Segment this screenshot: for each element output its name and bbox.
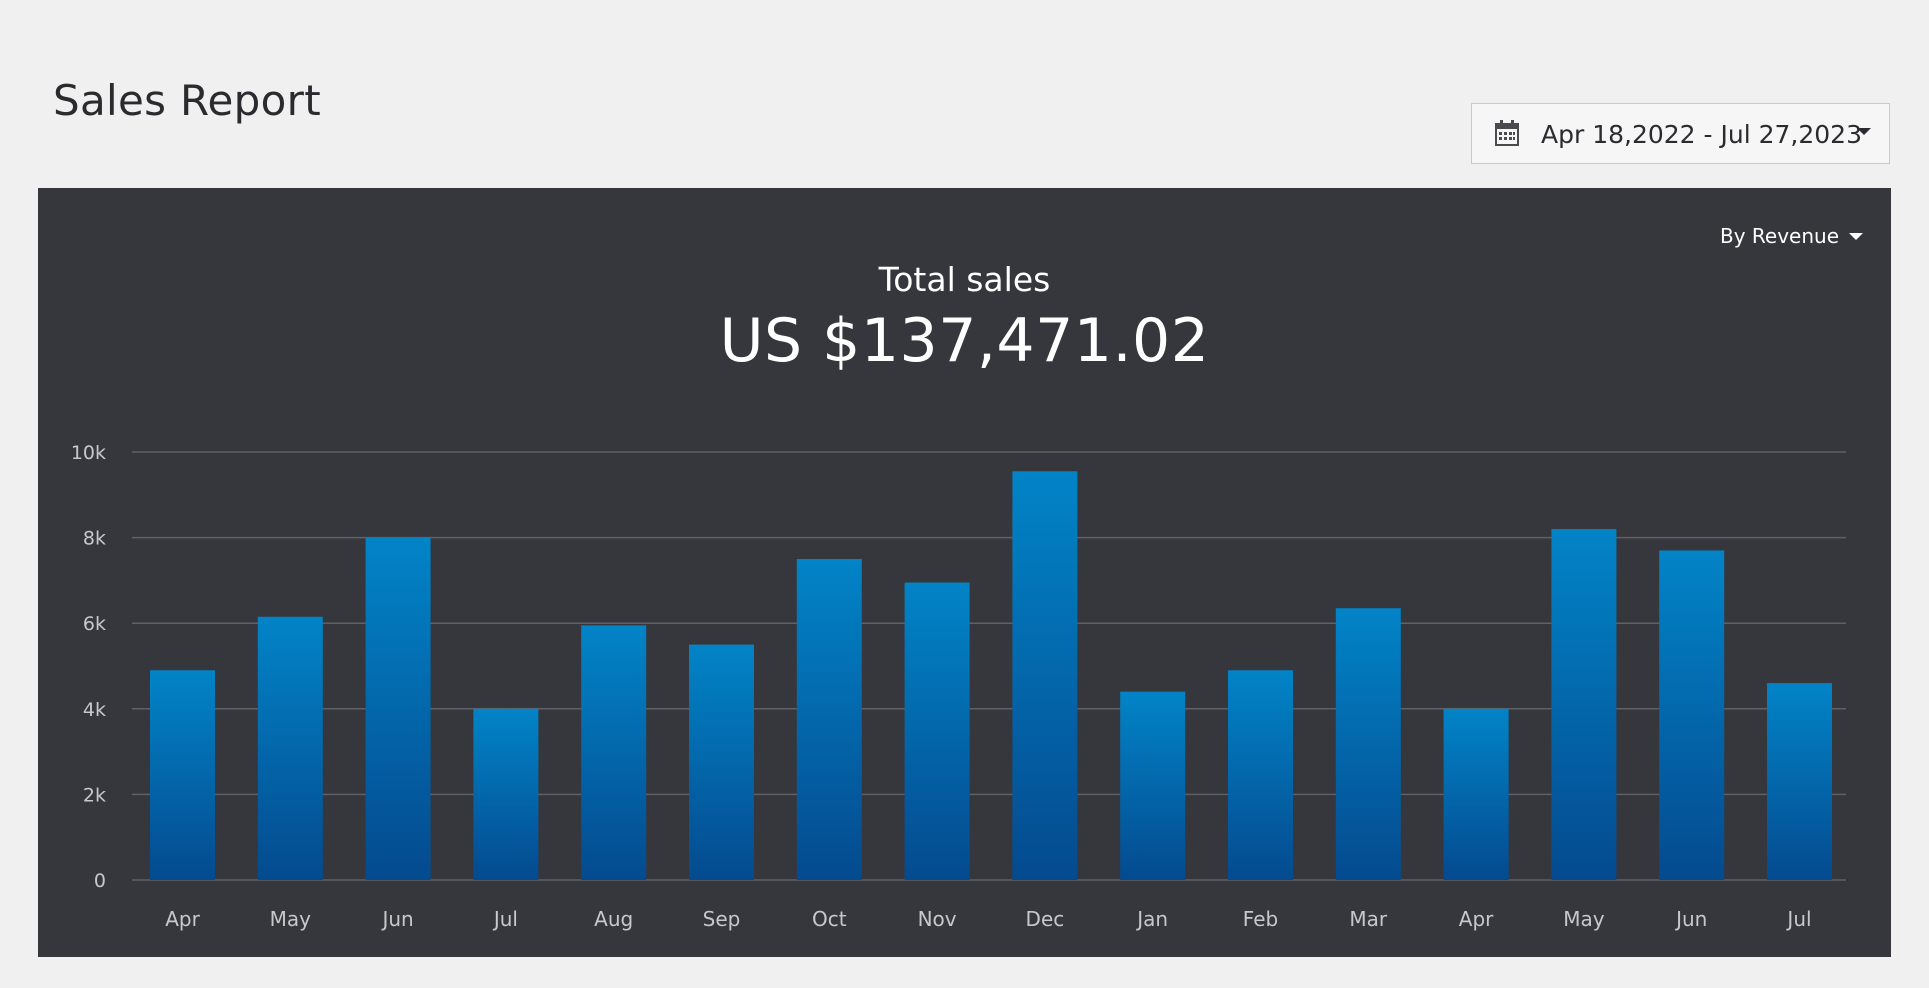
bar-chart: 0 2k 4k 6k 8k 10k Apr May Jun Jul Aug Sep Oct Nov Dec… <box>71 442 1846 931</box>
y-axis-ticks: 0 2k 4k 6k 8k 10k <box>71 442 106 892</box>
y-tick-label: 6k <box>83 613 106 635</box>
date-range-picker[interactable]: Apr 18,2022 - Jul 27,2023 <box>1471 103 1890 164</box>
metric-selector-dropdown[interactable]: By Revenue <box>1720 224 1863 248</box>
y-tick-label: 10k <box>71 442 106 464</box>
bar-16[interactable] <box>1767 683 1832 880</box>
x-tick-label: Sep <box>703 907 741 931</box>
total-sales-label: Total sales <box>878 260 1051 299</box>
bar-6[interactable] <box>689 644 754 880</box>
x-tick-label: Jun <box>1674 907 1707 931</box>
bar-9[interactable] <box>1012 471 1078 880</box>
bar-3[interactable] <box>365 537 431 880</box>
x-tick-label: Jul <box>492 907 518 931</box>
x-tick-label: Apr <box>1459 907 1494 931</box>
bar-1[interactable] <box>150 670 215 880</box>
page-title: Sales Report <box>53 76 321 125</box>
x-tick-label: Oct <box>812 907 847 931</box>
x-tick-label: Jan <box>1135 907 1168 931</box>
x-axis-ticks: Apr May Jun Jul Aug Sep Oct Nov Dec Jan Feb Mar Apr M… <box>165 907 1811 931</box>
bar-4[interactable] <box>473 708 539 880</box>
chevron-down-icon <box>1857 128 1871 135</box>
x-tick-label: Jul <box>1785 907 1811 931</box>
total-sales-value: US $137,471.02 <box>719 306 1210 376</box>
bar-5[interactable] <box>581 625 647 880</box>
y-tick-label: 4k <box>83 699 106 721</box>
bar-2[interactable] <box>257 616 323 880</box>
bar-14[interactable] <box>1551 529 1617 880</box>
bar-10[interactable] <box>1120 691 1186 880</box>
bar-7[interactable] <box>796 559 862 880</box>
chevron-down-icon <box>1849 232 1863 240</box>
y-tick-label: 8k <box>83 528 106 550</box>
calendar-icon <box>1495 120 1519 146</box>
chart-bars <box>150 471 1832 880</box>
y-tick-label: 2k <box>83 784 106 806</box>
x-tick-label: Dec <box>1026 907 1065 931</box>
bar-11[interactable] <box>1228 670 1293 880</box>
bar-15[interactable] <box>1659 550 1725 880</box>
x-tick-label: Aug <box>594 907 633 931</box>
sales-chart-panel: By Revenue Total sales US $137,471.02 0 2… <box>38 188 1891 957</box>
x-tick-label: Mar <box>1349 907 1388 931</box>
x-tick-label: Apr <box>165 907 200 931</box>
x-tick-label: Jun <box>380 907 413 931</box>
bar-12[interactable] <box>1335 608 1401 880</box>
bar-13[interactable] <box>1443 708 1509 880</box>
x-tick-label: May <box>270 907 312 931</box>
y-tick-label: 0 <box>94 870 106 892</box>
bar-8[interactable] <box>904 582 970 880</box>
date-range-label: Apr 18,2022 - Jul 27,2023 <box>1541 120 1862 149</box>
x-tick-label: Feb <box>1243 907 1278 931</box>
x-tick-label: May <box>1563 907 1605 931</box>
metric-selector-label: By Revenue <box>1719 224 1839 248</box>
x-tick-label: Nov <box>918 907 957 931</box>
